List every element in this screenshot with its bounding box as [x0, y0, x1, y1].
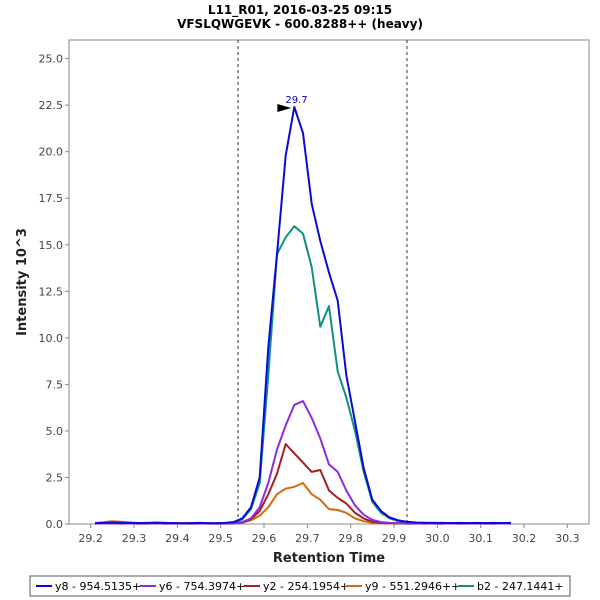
x-tick-label: 29.5 — [208, 532, 233, 545]
y-axis-ticks: 0.0 2.5 5.0 7.5 10.0 12.5 15.0 17.5 20.0 22.5 25.0 — [39, 53, 69, 531]
y-tick-label: 25.0 — [39, 53, 64, 66]
integration-boundaries — [237, 40, 408, 524]
x-tick-label: 29.9 — [382, 532, 407, 545]
y-tick-label: 12.5 — [39, 285, 64, 298]
y-tick-label: 0.0 — [46, 518, 64, 531]
x-tick-label: 29.7 — [295, 532, 320, 545]
x-tick-label: 30.2 — [512, 532, 537, 545]
peak-label: 29.7 — [285, 95, 307, 106]
peak-arrow-icon — [277, 104, 292, 113]
legend-entry: y2 - 254.1954+ — [263, 580, 349, 593]
x-tick-label: 29.2 — [78, 532, 103, 545]
series-lines — [94, 106, 512, 525]
legend-items: y8 - 954.5135+ y6 - 754.3974+ y2 - 254.195… — [36, 580, 564, 593]
y-tick-label: 10.0 — [39, 332, 64, 345]
y-tick-label: 20.0 — [39, 146, 64, 159]
x-axis-ticks: 29.2 29.3 29.4 29.5 29.6 29.7 29.8 29.9 30.0 30.1… — [78, 524, 580, 545]
x-tick-label: 29.3 — [122, 532, 147, 545]
x-tick-label: 30.3 — [555, 532, 580, 545]
chart-title: L11_R01, 2016-03-25 09:15 — [208, 3, 392, 18]
legend-entry: y9 - 551.2946++ — [365, 580, 460, 593]
x-tick-label: 29.4 — [165, 532, 190, 545]
x-tick-label: 30.0 — [425, 532, 450, 545]
x-tick-label: 29.8 — [338, 532, 363, 545]
legend — [29, 575, 571, 597]
plot-area — [68, 39, 590, 525]
peak-annotation: 29.7 — [277, 95, 308, 113]
legend-entry: b2 - 247.1441+ — [477, 580, 564, 593]
series-line — [94, 106, 512, 525]
x-tick-label: 30.1 — [468, 532, 493, 545]
x-axis-label: Retention Time — [273, 551, 385, 566]
chart-subtitle: VFSLQWGEVK - 600.8288++ (heavy) — [177, 17, 423, 31]
x-tick-label: 29.6 — [252, 532, 277, 545]
y-axis-label: Intensity 10^3 — [15, 228, 30, 336]
y-tick-label: 5.0 — [46, 425, 64, 438]
legend-entry: y6 - 754.3974+ — [159, 580, 245, 593]
y-tick-label: 22.5 — [39, 99, 64, 112]
y-tick-label: 15.0 — [39, 239, 64, 252]
y-tick-label: 2.5 — [46, 471, 64, 484]
y-tick-label: 17.5 — [39, 192, 64, 205]
y-tick-label: 7.5 — [46, 378, 64, 391]
legend-entry: y8 - 954.5135+ — [55, 580, 141, 593]
